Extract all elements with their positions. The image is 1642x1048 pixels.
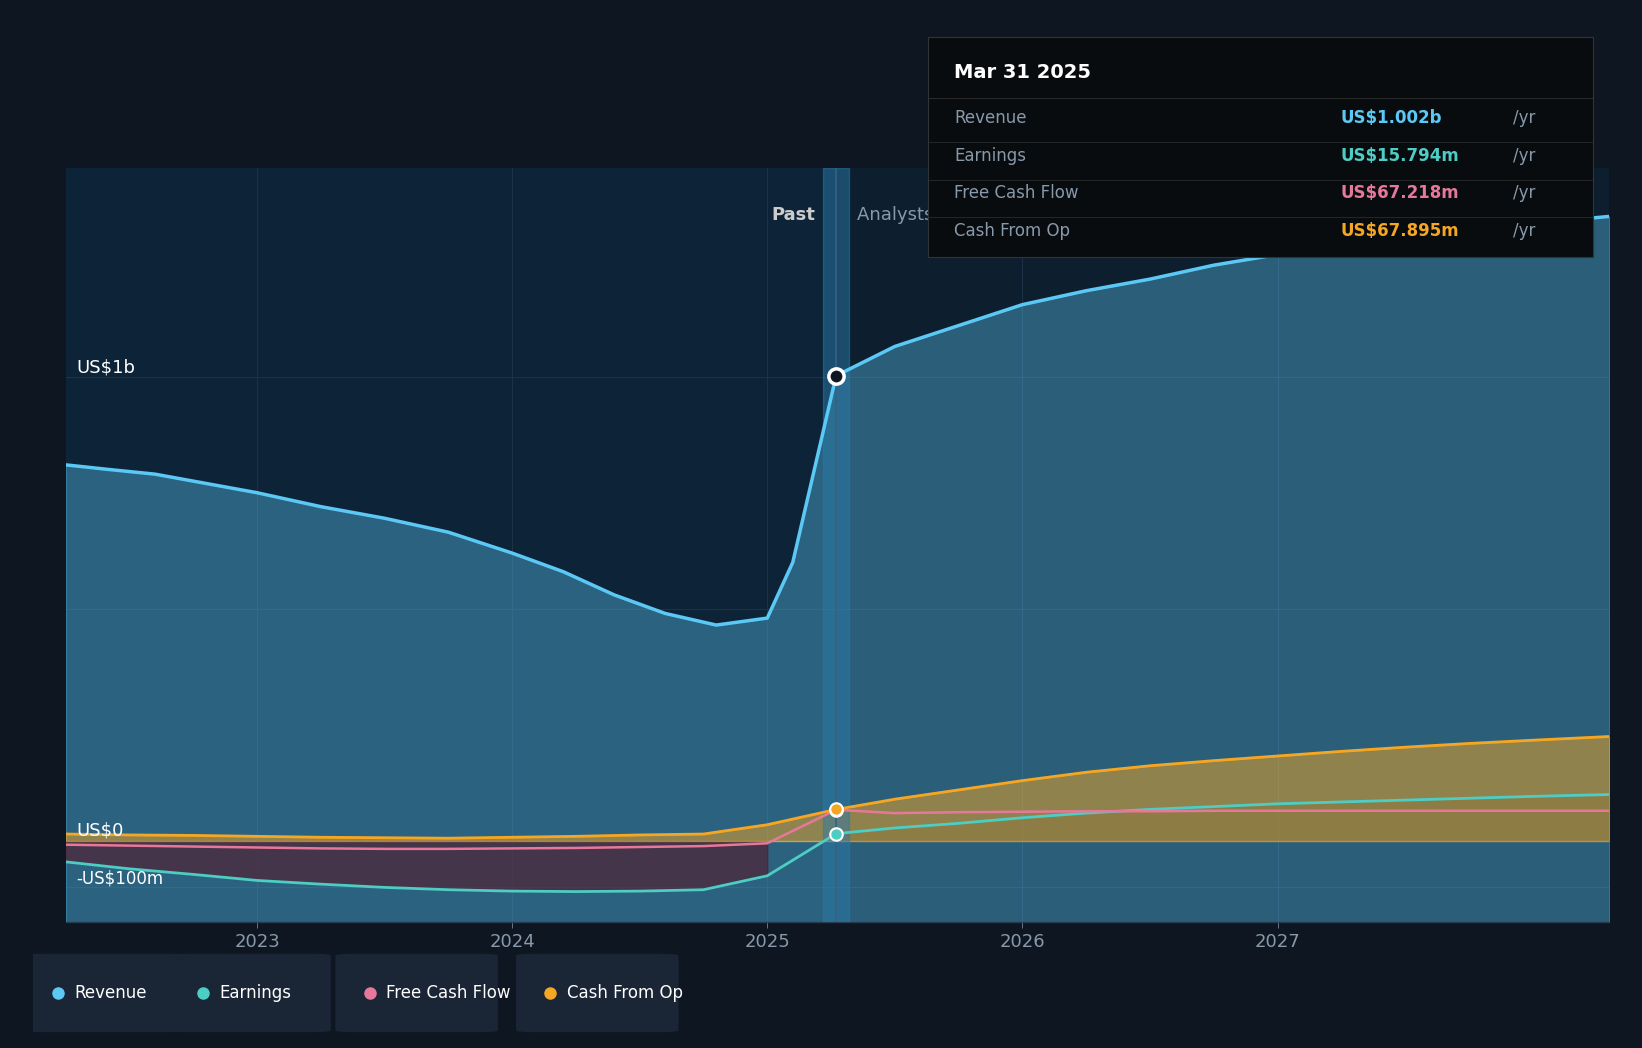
FancyBboxPatch shape [335,954,498,1032]
Text: Free Cash Flow: Free Cash Flow [954,184,1079,202]
Text: /yr: /yr [1512,147,1535,165]
Text: /yr: /yr [1512,109,1535,127]
Text: Analysts Forecasts: Analysts Forecasts [857,205,1025,224]
Text: Cash From Op: Cash From Op [954,221,1071,240]
FancyBboxPatch shape [169,954,332,1032]
Text: Earnings: Earnings [954,147,1026,165]
FancyBboxPatch shape [23,954,187,1032]
Text: US$0: US$0 [76,822,123,839]
Text: Earnings: Earnings [218,984,291,1002]
Bar [823,168,849,922]
Text: Past: Past [772,205,816,224]
Text: Mar 31 2025: Mar 31 2025 [954,63,1092,82]
Text: US$67.895m: US$67.895m [1340,221,1458,240]
Text: /yr: /yr [1512,221,1535,240]
Text: US$1.002b: US$1.002b [1340,109,1442,127]
Text: Revenue: Revenue [954,109,1026,127]
Bar [836,168,1609,922]
Text: Free Cash Flow: Free Cash Flow [386,984,511,1002]
Text: -US$100m: -US$100m [76,870,163,888]
Text: /yr: /yr [1512,184,1535,202]
Text: Revenue: Revenue [74,984,146,1002]
Text: US$67.218m: US$67.218m [1340,184,1458,202]
Text: Cash From Op: Cash From Op [566,984,683,1002]
FancyBboxPatch shape [516,954,678,1032]
Text: US$1b: US$1b [76,358,135,376]
Bar [66,168,836,922]
Text: US$15.794m: US$15.794m [1340,147,1458,165]
